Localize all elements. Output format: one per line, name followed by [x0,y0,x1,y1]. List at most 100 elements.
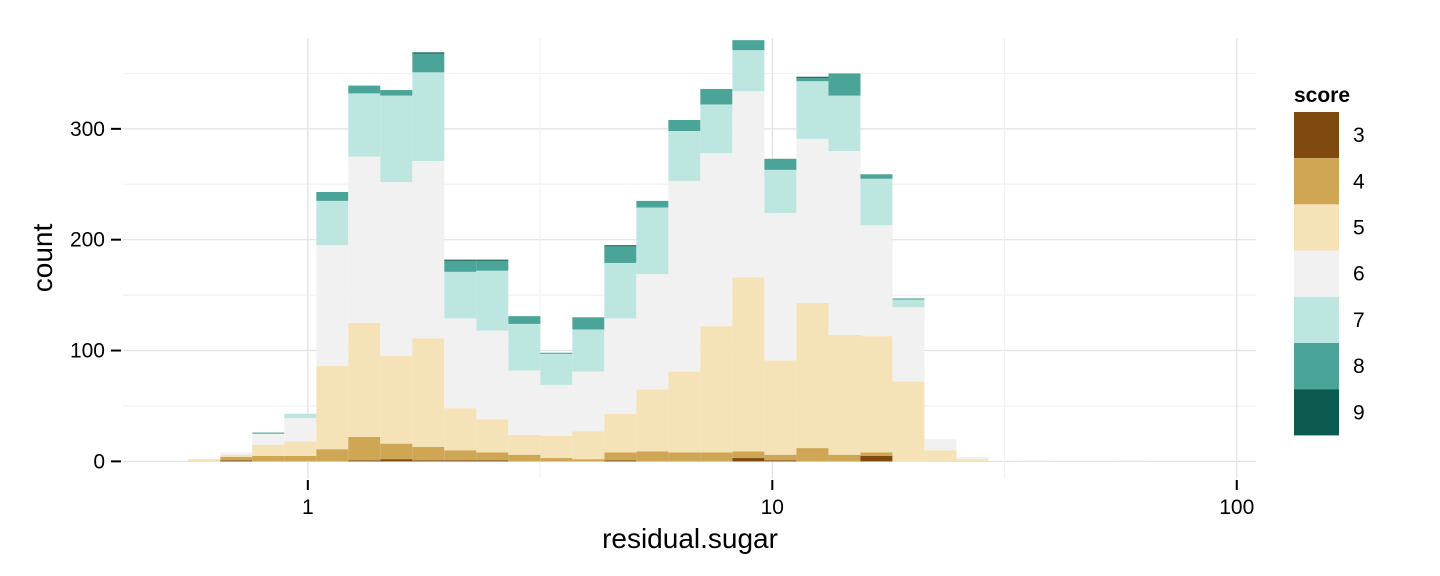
x-tick-label: 10 [761,496,784,519]
y-tick-label: 300 [70,118,105,141]
bar-segment-score-6 [348,156,381,323]
bar-segment-score-5 [348,322,381,437]
bar-segment-score-8 [604,246,637,263]
bar-segment-score-4 [828,454,861,462]
bar-segment-score-5 [796,302,829,449]
bar-segment-score-6 [636,274,669,390]
legend-swatch-score-6 [1294,250,1339,297]
y-axis-title: count [27,224,58,293]
bar-segment-score-5 [252,444,285,456]
bar-segment-score-6 [796,138,829,303]
bar-segment-score-5 [700,326,733,453]
bar-segment-score-3 [764,460,797,462]
legend-swatch-score-8 [1294,343,1339,390]
bar-segment-score-5 [764,360,797,455]
bar-segment-score-5 [892,381,925,462]
legend-label-score-5: 5 [1353,217,1365,240]
bar-segment-score-9 [796,76,829,78]
bar-segment-score-4 [796,448,829,462]
x-axis-title: residual.sugar [602,523,778,554]
bar-segment-score-7 [540,353,573,385]
bar-segment-score-5 [604,413,637,453]
bar-segment-score-9 [604,245,637,247]
bar-segment-score-5 [187,459,221,462]
bar-segment-score-5 [412,338,445,447]
y-tick-label: 200 [70,229,105,252]
bar-segment-score-8 [828,73,861,96]
legend-swatch-score-7 [1294,296,1339,343]
bar-segment-score-6 [700,153,733,327]
bar-segment-score-6 [1116,460,1149,462]
bar-segment-score-6 [572,371,605,432]
bar-segment-score-6 [860,225,893,337]
bar-segment-score-4 [668,452,701,462]
bar-segment-score-4 [572,459,605,462]
bar-segment-score-6 [476,330,509,420]
bar-segment-score-7 [316,200,349,246]
x-tick-label: 1 [302,496,314,519]
bar-segment-score-8 [732,40,765,51]
bar-segment-score-7 [444,271,477,319]
bar-segment-score-4 [316,449,349,462]
legend-label-score-7: 7 [1353,309,1365,332]
bar-segment-score-6 [508,370,541,435]
bar-segment-score-5 [828,335,861,455]
bar-segment-score-6 [828,151,861,336]
bar-segment-score-5 [636,389,669,452]
bar-segment-score-6 [1020,460,1053,462]
bar-segment-score-7 [604,262,637,319]
bar-segment-score-8 [572,317,605,330]
bar-segment-score-8 [476,260,509,271]
bar-segment-score-7 [380,95,413,183]
legend-label-score-9: 9 [1353,401,1365,424]
bar-segment-score-5 [220,454,253,457]
bar-segment-score-8 [636,200,669,208]
bar-segment-score-7 [412,72,445,161]
bar-segment-score-6 [540,384,573,436]
bar-segment-score-3 [732,458,765,462]
legend-label-score-6: 6 [1353,263,1365,286]
bar-segment-score-6 [284,418,317,442]
bar-segment-score-5 [380,356,413,444]
bar-segment-score-4 [732,451,765,459]
bar-segment-score-6 [380,182,413,357]
bar-segment-score-7 [828,95,861,152]
bar-segment-score-5 [924,450,957,462]
legend-swatch-score-9 [1294,389,1339,436]
bar-segment-score-5 [668,371,701,453]
legend-label-score-8: 8 [1353,355,1365,378]
bar-segment-score-8 [764,158,797,170]
bar-segment-score-7 [636,207,669,275]
bar-segment-score-4 [284,455,317,462]
bar-segment-score-4 [444,450,477,461]
y-tick-label: 100 [70,340,105,363]
bar-segment-score-6 [956,456,989,460]
bar-segment-score-6 [668,180,701,372]
bar-segment-score-9 [476,259,509,261]
bar-segment-score-5 [284,441,317,456]
bar-segment-score-8 [860,174,893,179]
bar-segment-score-4 [604,452,637,461]
bar-segment-score-6 [732,91,765,278]
bar-segment-score-7 [572,329,605,372]
bar-segment-score-3 [220,460,253,462]
bar-segment-score-6 [604,318,637,414]
bar-segment-score-8 [796,77,829,82]
bar-segment-score-8 [700,88,733,105]
x-tick-label: 100 [1219,496,1254,519]
bar-segment-score-6 [892,307,925,382]
bar-segment-score-7 [348,93,381,157]
bar-segment-score-5 [540,435,573,459]
bar-segment-score-7 [508,323,541,371]
legend-swatch-score-5 [1294,204,1339,251]
bar-segment-score-7 [796,81,829,139]
bar-segment-score-8 [316,192,349,201]
legend: score 3 4 5 6 7 8 9 [1294,84,1365,436]
legend-label-score-3: 3 [1353,124,1365,147]
bar-segment-score-5 [732,277,765,452]
bar-segment-score-8 [508,316,541,324]
bar-segment-score-6 [252,433,285,445]
bar-segment-score-3 [476,460,509,462]
bar-segment-score-8 [668,119,701,132]
